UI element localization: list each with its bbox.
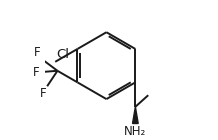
- Polygon shape: [133, 107, 138, 123]
- Text: F: F: [40, 87, 47, 100]
- Text: NH₂: NH₂: [124, 125, 146, 138]
- Text: Cl: Cl: [56, 48, 69, 61]
- Text: F: F: [33, 66, 40, 79]
- Text: F: F: [34, 46, 41, 59]
